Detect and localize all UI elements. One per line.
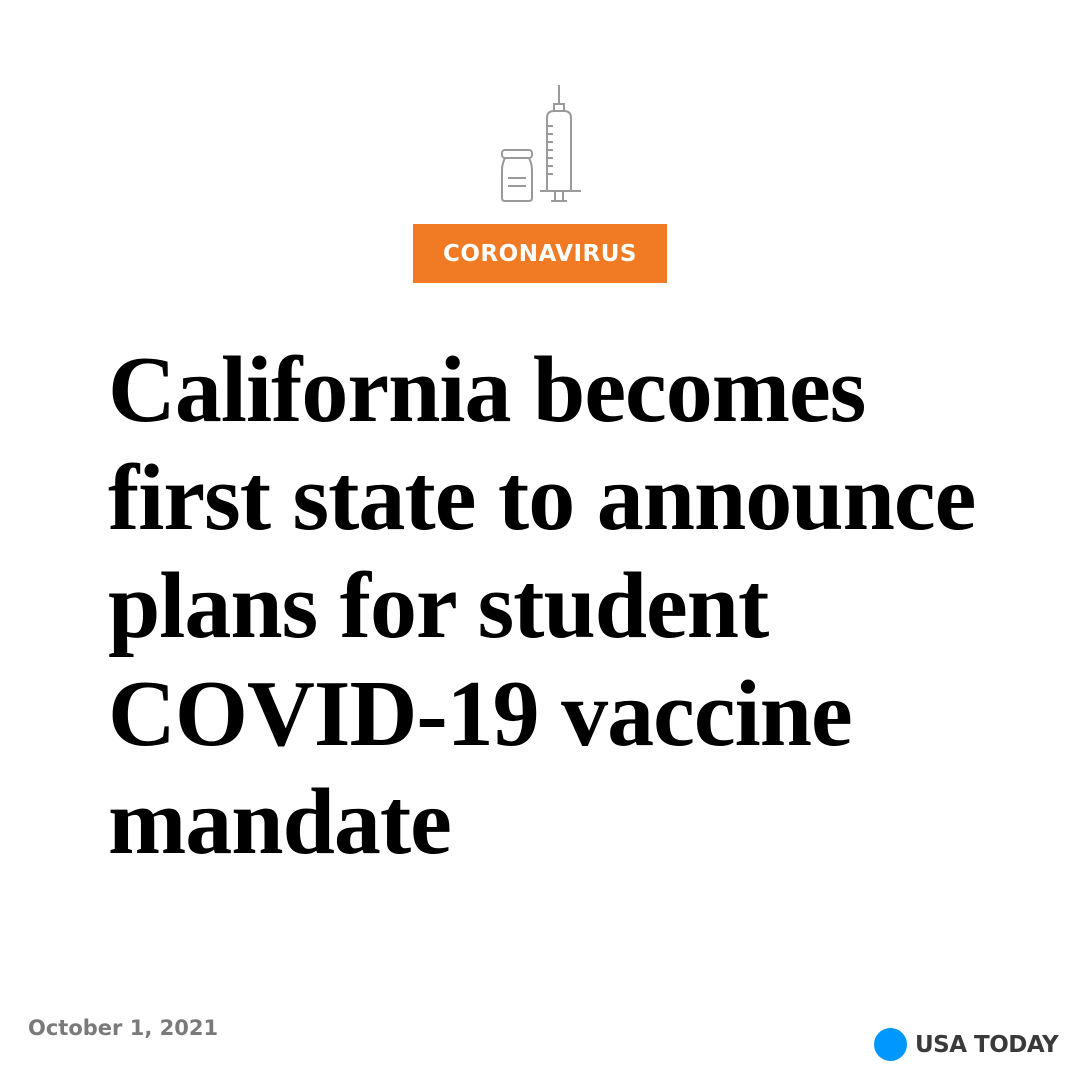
vaccine-icon xyxy=(501,85,581,202)
syringe-icon xyxy=(540,85,581,202)
category-badge: CORONAVIRUS xyxy=(413,224,667,283)
headline: California becomes first state to announ… xyxy=(108,338,976,874)
publish-date: October 1, 2021 xyxy=(28,1016,219,1040)
logo-text: USA TODAY xyxy=(915,1031,1059,1058)
usa-today-logo: USA TODAY xyxy=(874,1028,1059,1061)
vial-icon xyxy=(501,149,533,202)
logo-dot-icon xyxy=(874,1028,907,1061)
